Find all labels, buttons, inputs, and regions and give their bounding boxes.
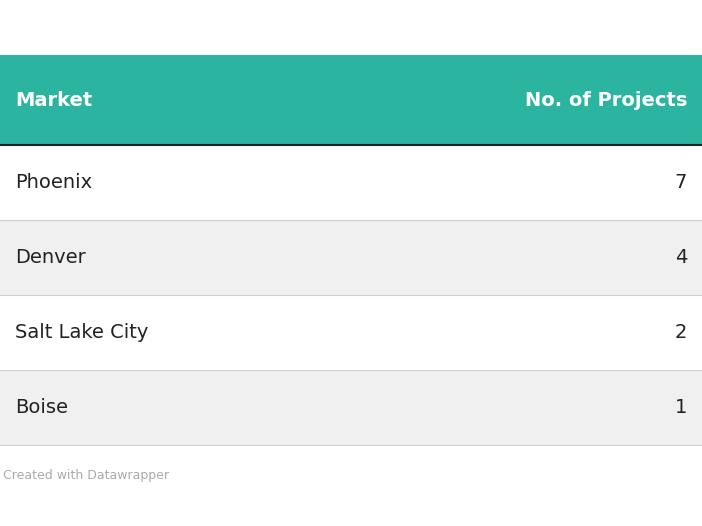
Text: Denver: Denver: [15, 248, 86, 267]
Text: 1: 1: [675, 398, 687, 417]
Text: 7: 7: [675, 173, 687, 192]
Text: No. of Projects: No. of Projects: [524, 90, 687, 109]
Text: 4: 4: [675, 248, 687, 267]
Text: 2: 2: [675, 323, 687, 342]
Text: Salt Lake City: Salt Lake City: [15, 323, 148, 342]
Text: Boise: Boise: [15, 398, 68, 417]
Text: Created with Datawrapper: Created with Datawrapper: [3, 469, 169, 481]
Text: Phoenix: Phoenix: [15, 173, 92, 192]
Text: Market: Market: [15, 90, 92, 109]
